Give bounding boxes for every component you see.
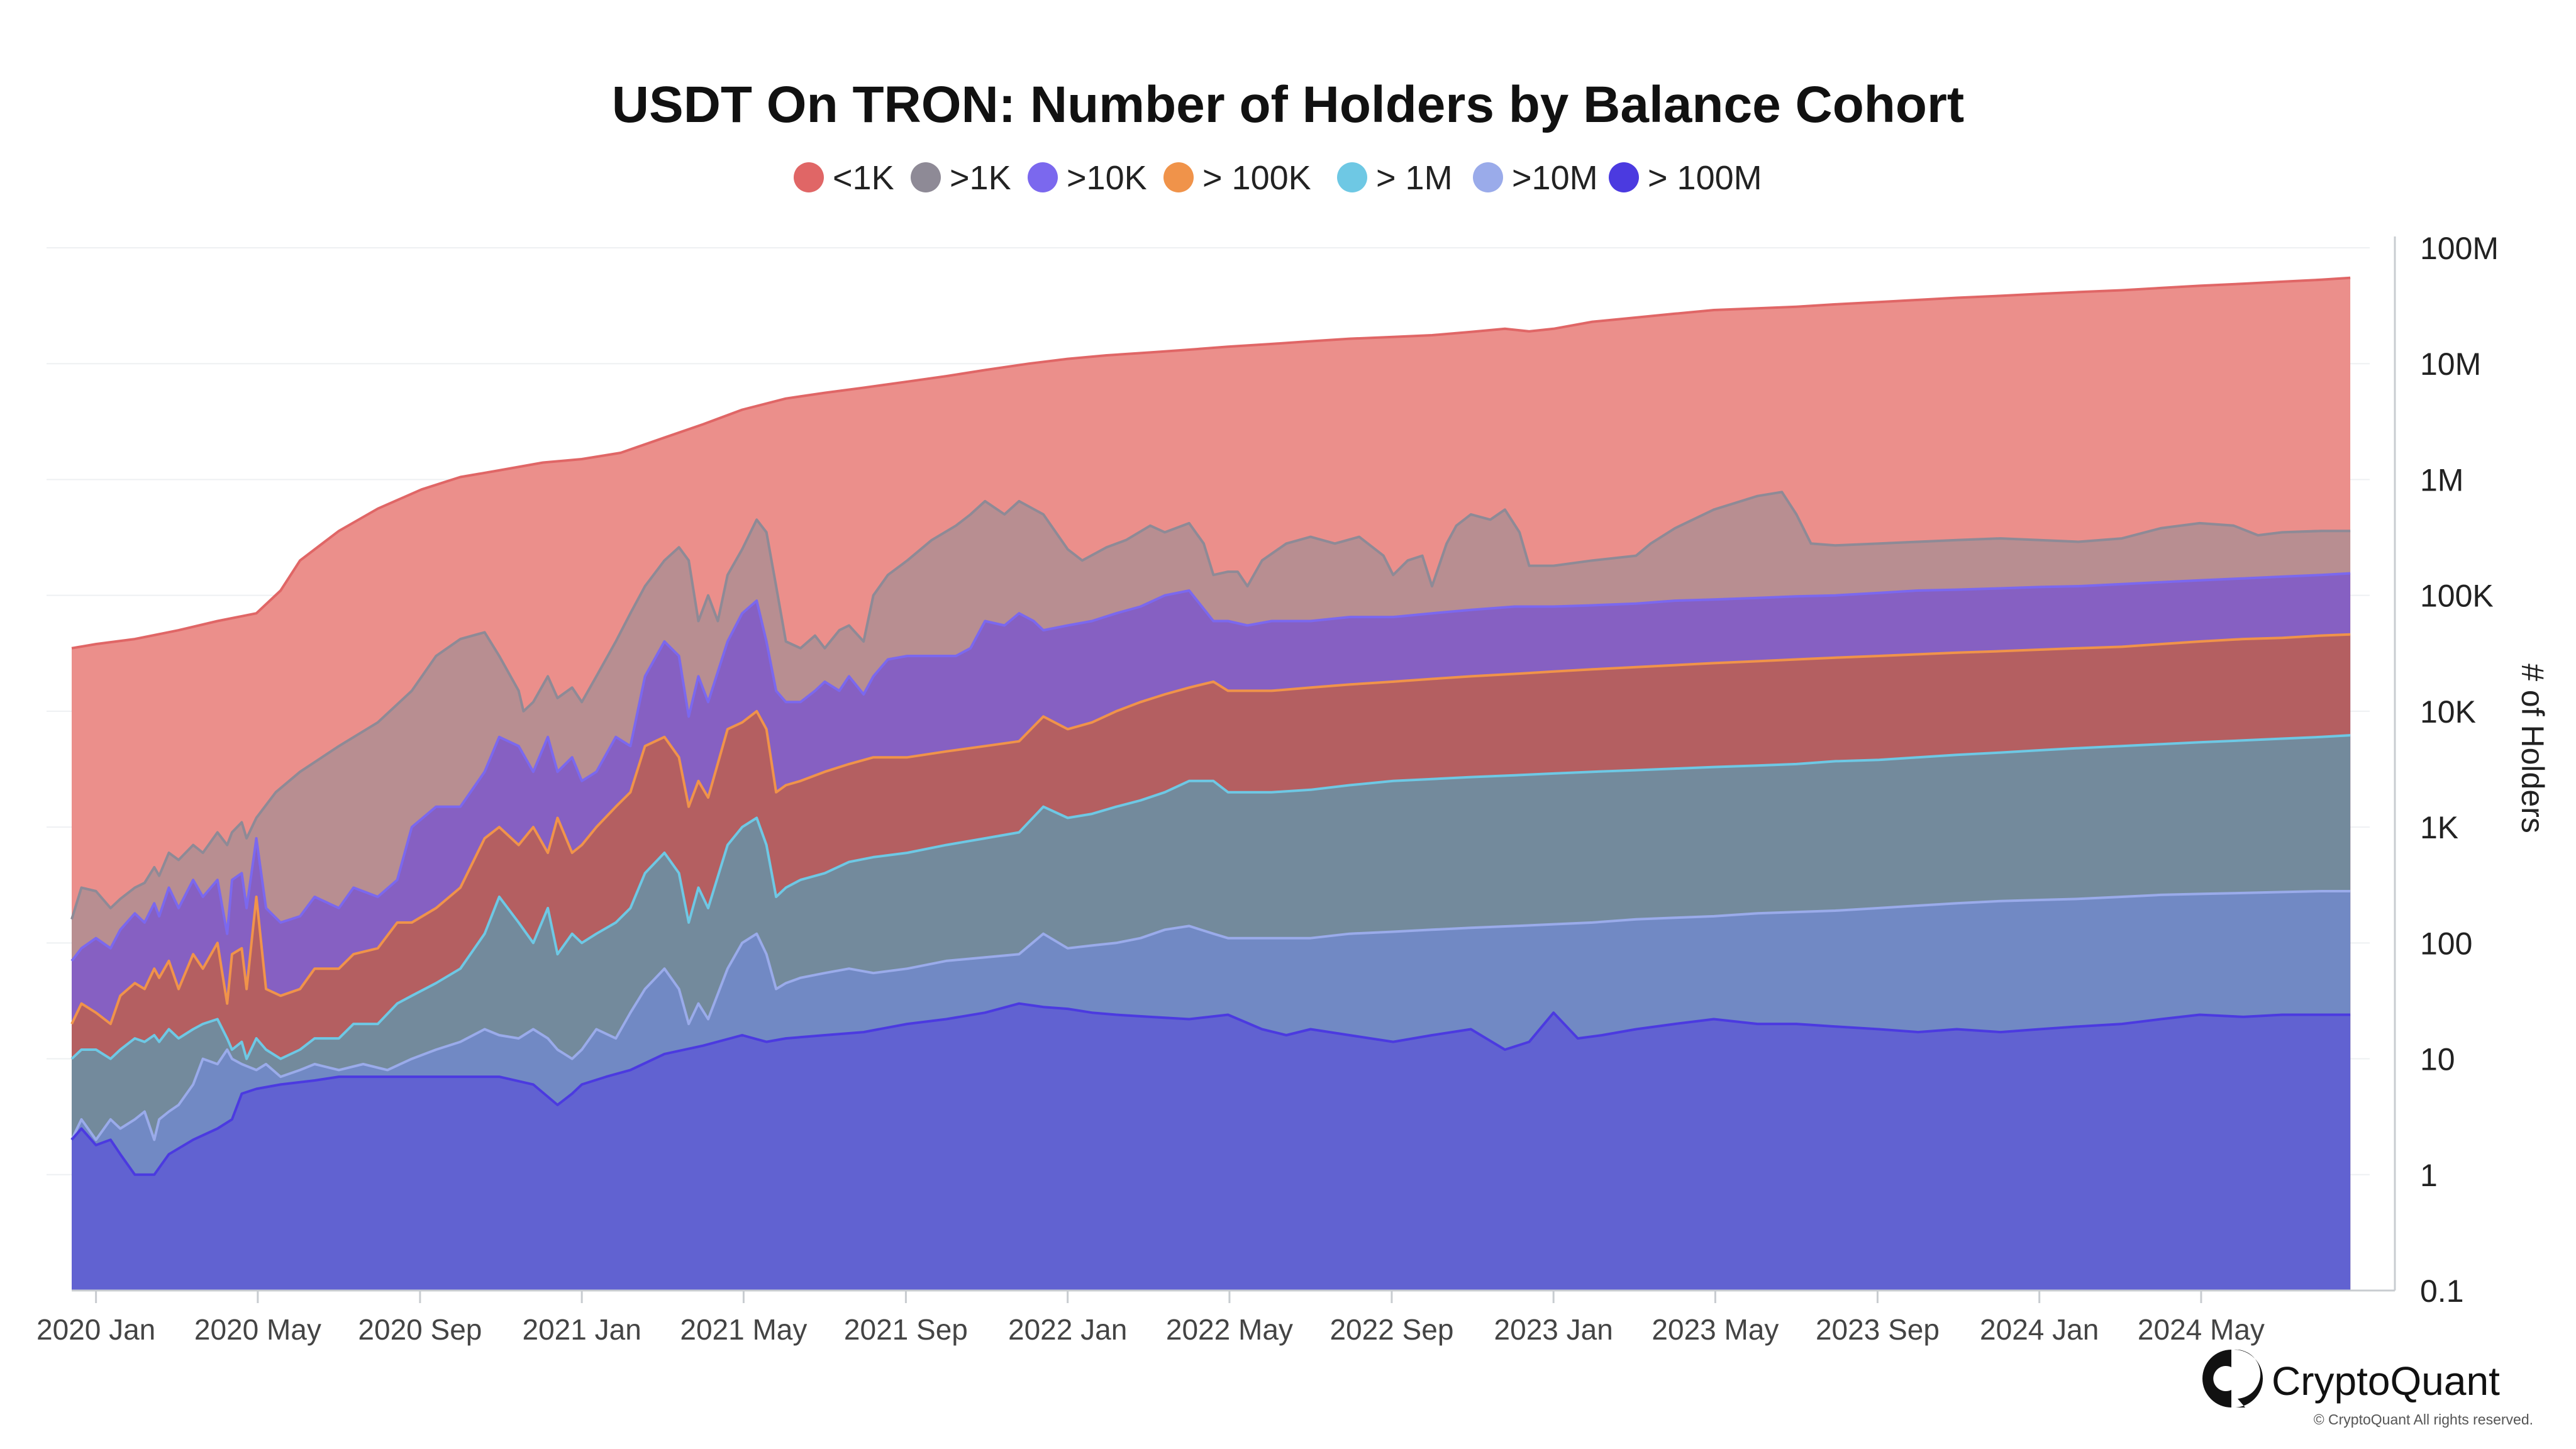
legend-item-gt-100m[interactable]: > 100M [1609,159,1762,197]
x-tick-2022-jan: 2022 Jan [1008,1313,1127,1346]
legend-label-gt-10k: >10K [1067,159,1147,197]
legend-label-gt-10m: >10M [1512,159,1598,197]
y-axis-ticks: 100M 10M 1M 100K 10K 1K 100 10 1 0.1 [2420,231,2499,1309]
legend-swatch-gt-10m [1473,162,1503,192]
legend-label-gt-100m: > 100M [1648,159,1762,197]
y-tick-0-1: 0.1 [2420,1274,2464,1309]
brand-name: CryptoQuant [2272,1358,2500,1404]
legend-swatch-lt-1k [794,162,824,192]
x-tick-2020-sep: 2020 Sep [358,1313,482,1346]
y-tick-1: 1 [2420,1158,2438,1193]
line-lt-1k [71,276,2351,650]
legend-item-gt-1k[interactable]: >1K [911,159,1011,197]
x-tick-2021-jan: 2021 Jan [523,1313,641,1346]
y-tick-100m: 100M [2420,231,2499,266]
chart-title: USDT On TRON: Number of Holders by Balan… [612,76,1964,133]
legend-swatch-gt-100m [1609,162,1639,192]
line-gt-1k [70,491,2351,920]
line-gt-100m [70,1002,2351,1176]
y-tick-10: 10 [2420,1042,2455,1077]
branding: CryptoQuant © CryptoQuant All rights res… [2202,1349,2533,1428]
legend-item-gt-10m[interactable]: >10M [1473,159,1598,197]
legend-swatch-gt-1k [911,162,941,192]
x-tick-2023-sep: 2023 Sep [1816,1313,1940,1346]
x-tick-2023-may: 2023 May [1652,1313,1779,1346]
legend-label-gt-1m: > 1M [1376,159,1453,197]
y-tick-100: 100 [2420,926,2472,961]
x-tick-2021-sep: 2021 Sep [844,1313,968,1346]
area-gt-100m [72,1003,2351,1291]
series-lines [70,276,2351,1176]
y-tick-1m: 1M [2420,462,2463,497]
y-tick-100k: 100K [2420,579,2494,614]
y-tick-10m: 10M [2420,347,2481,382]
copyright-text: © CryptoQuant All rights reserved. [2314,1411,2533,1428]
line-gt-100k [70,633,2351,1026]
legend-label-gt-100k: > 100K [1202,159,1311,197]
legend: <1K >1K >10K > 100K > 1M >10M > 100M [794,159,1762,197]
legend-label-gt-1k: >1K [950,159,1011,197]
legend-swatch-gt-100k [1163,162,1194,192]
legend-item-gt-100k[interactable]: > 100K [1163,159,1311,197]
line-gt-1m [70,734,2351,1060]
legend-label-lt-1k: <1K [833,159,894,197]
line-gt-10k [70,572,2351,962]
x-tick-2021-may: 2021 May [680,1313,807,1346]
line-gt-10m [70,890,2351,1141]
y-axis-title: # of Holders [2515,663,2550,833]
x-tick-2024-may: 2024 May [2138,1313,2265,1346]
y-tick-1k: 1K [2420,810,2458,845]
x-tick-2020-may: 2020 May [194,1313,321,1346]
x-tick-2023-jan: 2023 Jan [1494,1313,1613,1346]
legend-item-lt-1k[interactable]: <1K [794,159,894,197]
legend-item-gt-10k[interactable]: >10K [1028,159,1147,197]
legend-swatch-gt-1m [1337,162,1367,192]
x-tick-2022-may: 2022 May [1166,1313,1293,1346]
x-tick-2020-jan: 2020 Jan [36,1313,155,1346]
area-series [72,277,2351,1291]
legend-swatch-gt-10k [1028,162,1058,192]
legend-item-gt-1m[interactable]: > 1M [1337,159,1453,197]
x-axis-ticks: 2020 Jan 2020 May 2020 Sep 2021 Jan 2021 May… [36,1291,2265,1346]
x-tick-2022-sep: 2022 Sep [1330,1313,1453,1346]
axes [72,236,2396,1292]
y-tick-10k: 10K [2420,694,2476,730]
cryptoquant-logo-icon [2202,1349,2263,1407]
x-tick-2024-jan: 2024 Jan [1980,1313,2099,1346]
